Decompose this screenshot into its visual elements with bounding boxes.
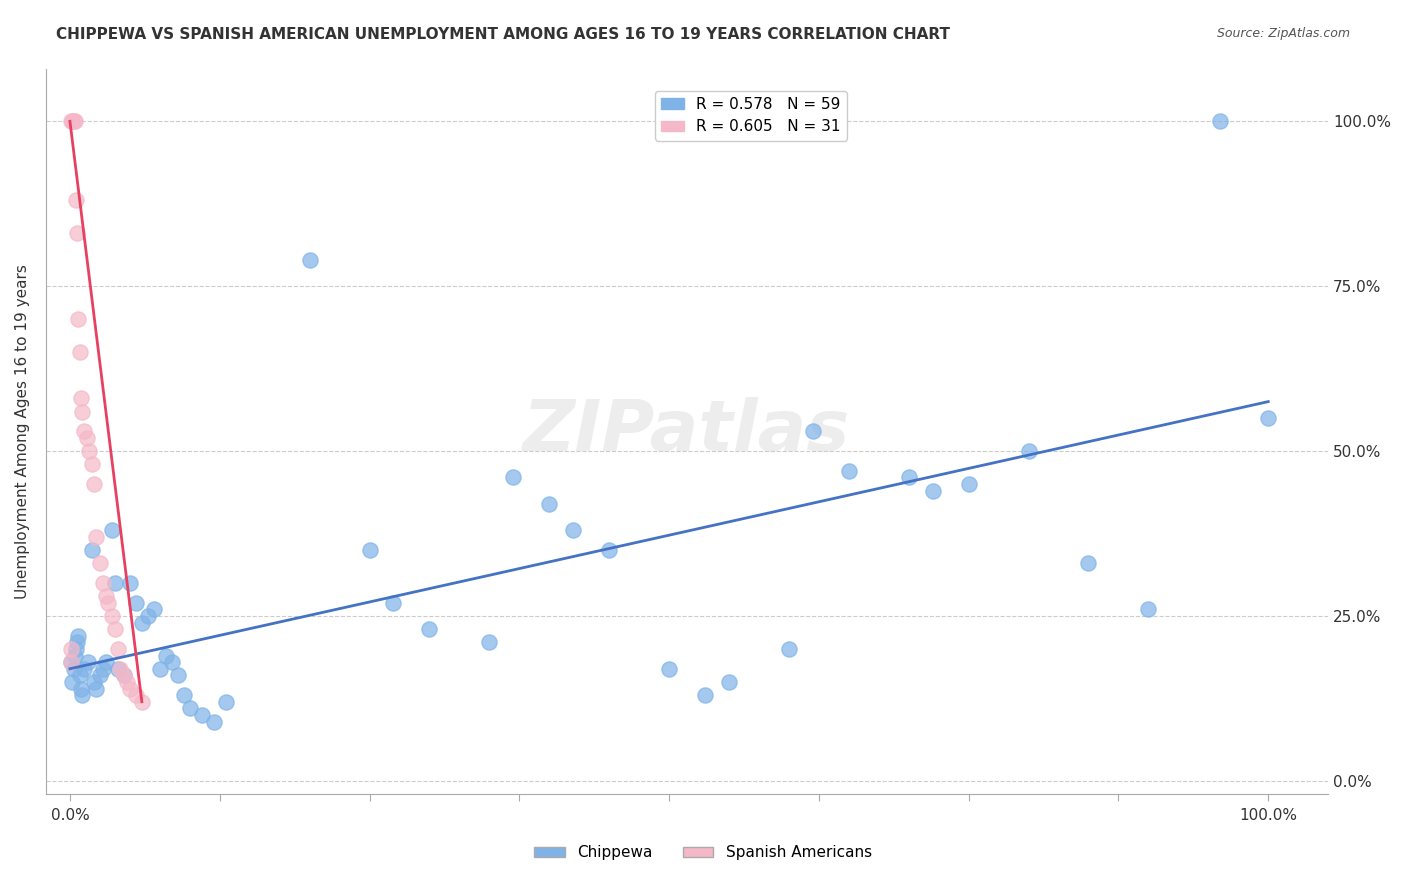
Point xyxy=(73,662,96,676)
Point xyxy=(62,662,84,676)
Point xyxy=(110,662,132,676)
Point xyxy=(63,648,86,663)
Point xyxy=(60,655,83,669)
Point xyxy=(202,714,225,729)
Point xyxy=(69,681,91,696)
Point xyxy=(298,252,321,267)
Point xyxy=(838,464,860,478)
Point xyxy=(89,668,111,682)
Point xyxy=(60,642,83,657)
Point xyxy=(67,312,90,326)
Point xyxy=(66,227,89,241)
Point xyxy=(97,596,120,610)
Point xyxy=(65,642,87,657)
Point xyxy=(89,556,111,570)
Point xyxy=(69,668,91,682)
Point xyxy=(104,622,127,636)
Point xyxy=(77,444,100,458)
Point xyxy=(478,635,501,649)
Point xyxy=(1018,444,1040,458)
Point xyxy=(149,662,172,676)
Point xyxy=(60,114,83,128)
Point xyxy=(1077,556,1099,570)
Point xyxy=(70,404,93,418)
Point xyxy=(93,662,115,676)
Point xyxy=(107,662,129,676)
Point xyxy=(60,114,83,128)
Point xyxy=(60,675,83,690)
Point xyxy=(83,477,105,491)
Point xyxy=(69,345,91,359)
Point xyxy=(67,629,90,643)
Point xyxy=(118,576,141,591)
Point xyxy=(125,688,148,702)
Text: 0.0%: 0.0% xyxy=(51,808,90,822)
Point xyxy=(897,470,920,484)
Point xyxy=(66,635,89,649)
Point xyxy=(101,609,124,624)
Legend: R = 0.578   N = 59, R = 0.605   N = 31: R = 0.578 N = 59, R = 0.605 N = 31 xyxy=(655,91,846,141)
Point xyxy=(118,681,141,696)
Point xyxy=(80,457,103,471)
Point xyxy=(502,470,524,484)
Point xyxy=(107,642,129,657)
Point xyxy=(60,655,83,669)
Point xyxy=(538,497,561,511)
Point xyxy=(957,477,980,491)
Point xyxy=(778,642,800,657)
Point xyxy=(717,675,740,690)
Point xyxy=(1137,602,1160,616)
Point xyxy=(76,431,98,445)
Point xyxy=(125,596,148,610)
Point xyxy=(112,668,135,682)
Point xyxy=(382,596,405,610)
Point xyxy=(65,194,87,208)
Point xyxy=(1209,114,1232,128)
Text: CHIPPEWA VS SPANISH AMERICAN UNEMPLOYMENT AMONG AGES 16 TO 19 YEARS CORRELATION : CHIPPEWA VS SPANISH AMERICAN UNEMPLOYMEN… xyxy=(56,27,950,42)
Point xyxy=(112,668,135,682)
Point xyxy=(173,688,195,702)
Point xyxy=(77,655,100,669)
Point xyxy=(69,392,91,406)
Point xyxy=(94,655,117,669)
Point xyxy=(63,114,86,128)
Text: Source: ZipAtlas.com: Source: ZipAtlas.com xyxy=(1216,27,1350,40)
Point xyxy=(921,483,943,498)
Point xyxy=(80,543,103,558)
Point xyxy=(136,609,159,624)
Point xyxy=(83,675,105,690)
Point xyxy=(117,675,139,690)
Point xyxy=(658,662,681,676)
Point xyxy=(562,523,585,537)
Point xyxy=(142,602,165,616)
Point xyxy=(104,576,127,591)
Point xyxy=(801,425,824,439)
Point xyxy=(166,668,188,682)
Point xyxy=(215,695,238,709)
Point xyxy=(1257,411,1279,425)
Point xyxy=(160,655,183,669)
Text: ZIPatlas: ZIPatlas xyxy=(523,397,851,466)
Point xyxy=(131,695,153,709)
Point xyxy=(693,688,716,702)
Y-axis label: Unemployment Among Ages 16 to 19 years: Unemployment Among Ages 16 to 19 years xyxy=(15,264,30,599)
Text: 100.0%: 100.0% xyxy=(1239,808,1298,822)
Point xyxy=(190,707,212,722)
Point xyxy=(179,701,201,715)
Point xyxy=(155,648,177,663)
Point xyxy=(84,681,107,696)
Point xyxy=(73,425,96,439)
Point xyxy=(70,688,93,702)
Point xyxy=(418,622,440,636)
Point xyxy=(359,543,381,558)
Point xyxy=(94,589,117,603)
Point xyxy=(598,543,620,558)
Point xyxy=(101,523,124,537)
Legend: Chippewa, Spanish Americans: Chippewa, Spanish Americans xyxy=(529,839,877,866)
Point xyxy=(62,114,84,128)
Point xyxy=(84,530,107,544)
Point xyxy=(131,615,153,630)
Point xyxy=(93,576,115,591)
